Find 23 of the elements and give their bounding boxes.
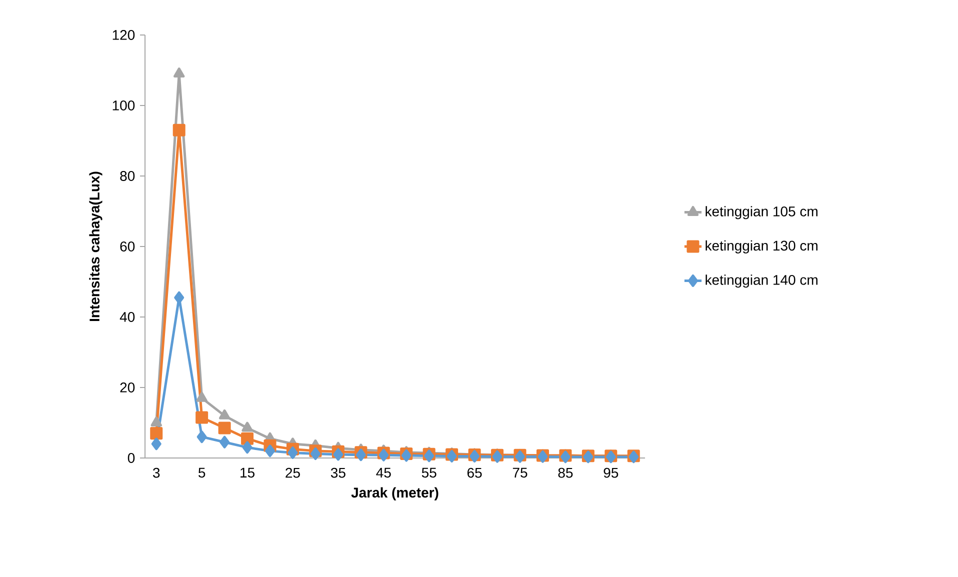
y-tick-label: 80: [120, 171, 135, 181]
x-tick-label: 35: [330, 468, 346, 478]
x-tick-label: 15: [240, 468, 254, 478]
x-tick-label: 85: [558, 468, 573, 478]
legend-label: ketinggian 105 cm: [706, 206, 818, 220]
y-tick-label: 60: [120, 242, 135, 252]
x-tick-label: 3: [153, 468, 160, 478]
y-tick-label: 40: [120, 312, 135, 322]
x-tick-label: 95: [604, 468, 618, 478]
x-tick-label: 5: [198, 468, 206, 478]
x-tick-label: 25: [286, 468, 300, 478]
x-tick-label: 55: [422, 468, 436, 478]
legend-label: ketinggian 140 cm: [706, 274, 818, 288]
y-tick-label: 100: [112, 100, 135, 110]
y-tick-label: 120: [112, 30, 135, 40]
x-axis-title: Jarak (meter): [351, 487, 438, 500]
legend-label: ketinggian 130 cm: [706, 240, 818, 254]
x-tick-label: 45: [376, 468, 391, 478]
x-tick-label: 75: [512, 468, 528, 478]
x-tick-label: 65: [467, 468, 482, 478]
y-axis-title: Intensitas cahaya(Lux): [89, 172, 102, 322]
y-tick-label: 20: [120, 382, 135, 392]
y-tick-label: 0: [128, 453, 135, 463]
